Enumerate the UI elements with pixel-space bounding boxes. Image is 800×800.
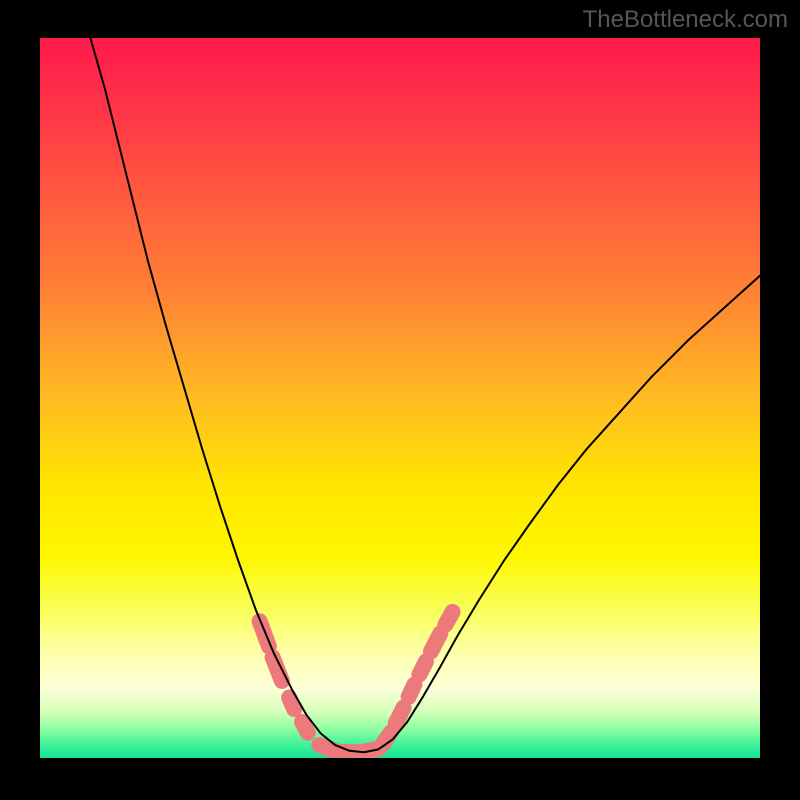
curve-marker: [431, 633, 440, 651]
curve-marker: [319, 745, 335, 751]
curve-marker: [289, 698, 294, 710]
chart-svg: [0, 0, 800, 800]
chart-stage: TheBottleneck.com: [0, 0, 800, 800]
curve-marker: [445, 612, 452, 625]
watermark-text: TheBottleneck.com: [583, 6, 788, 34]
curve-marker: [419, 662, 425, 675]
bottleneck-curve: [90, 38, 760, 752]
curve-marker: [396, 708, 404, 724]
curve-marker: [302, 722, 308, 733]
curve-marker: [409, 685, 415, 697]
